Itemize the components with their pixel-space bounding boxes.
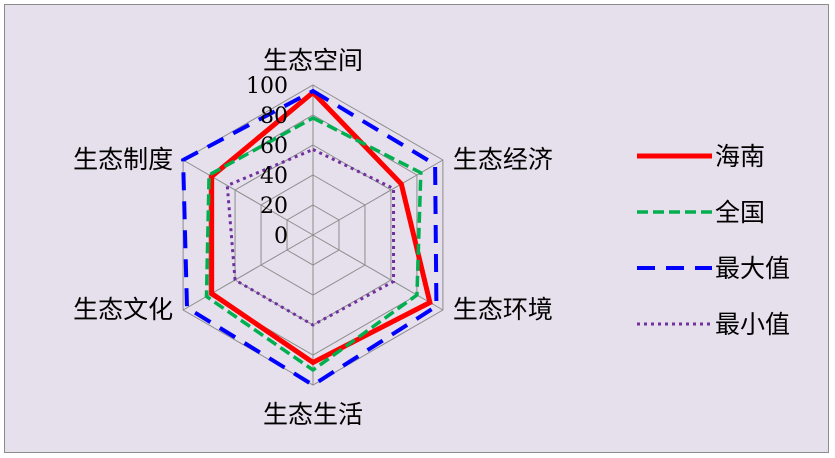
grid-spoke <box>182 159 314 236</box>
series-line-2 <box>181 88 439 388</box>
legend-label: 海南 <box>715 142 765 171</box>
axis-label: 生态生活 <box>263 400 363 429</box>
axis-label: 生态文化 <box>73 295 173 324</box>
radar-grid <box>182 84 444 386</box>
tick-label: 80 <box>260 104 288 129</box>
axis-label: 生态环境 <box>453 295 553 324</box>
legend-label: 全国 <box>715 198 765 227</box>
tick-label: 100 <box>246 74 288 99</box>
radar-series <box>181 88 439 388</box>
series-line-3 <box>225 147 396 327</box>
grid-spoke <box>312 159 444 236</box>
axis-label: 生态制度 <box>73 145 173 174</box>
series-line-0 <box>209 89 433 366</box>
tick-label: 0 <box>274 224 288 249</box>
radial-ticks: 0 20 40 60 80 100 <box>246 74 288 249</box>
series-line-1 <box>204 116 423 373</box>
grid-spoke <box>182 234 314 311</box>
tick-label: 40 <box>260 164 288 189</box>
chart-area: 0 20 40 60 80 100 生态空间生态经济生态环境生态生活 生态文化 生态制度 海南… <box>4 4 829 453</box>
grid-spoke <box>312 234 444 311</box>
legend-label: 最小值 <box>715 310 790 339</box>
tick-label: 60 <box>260 134 288 159</box>
axis-label: 生态空间 <box>263 46 363 75</box>
tick-label: 20 <box>260 194 288 219</box>
axis-label: 生态经济 <box>453 145 553 174</box>
legend-label: 最大值 <box>715 254 790 283</box>
